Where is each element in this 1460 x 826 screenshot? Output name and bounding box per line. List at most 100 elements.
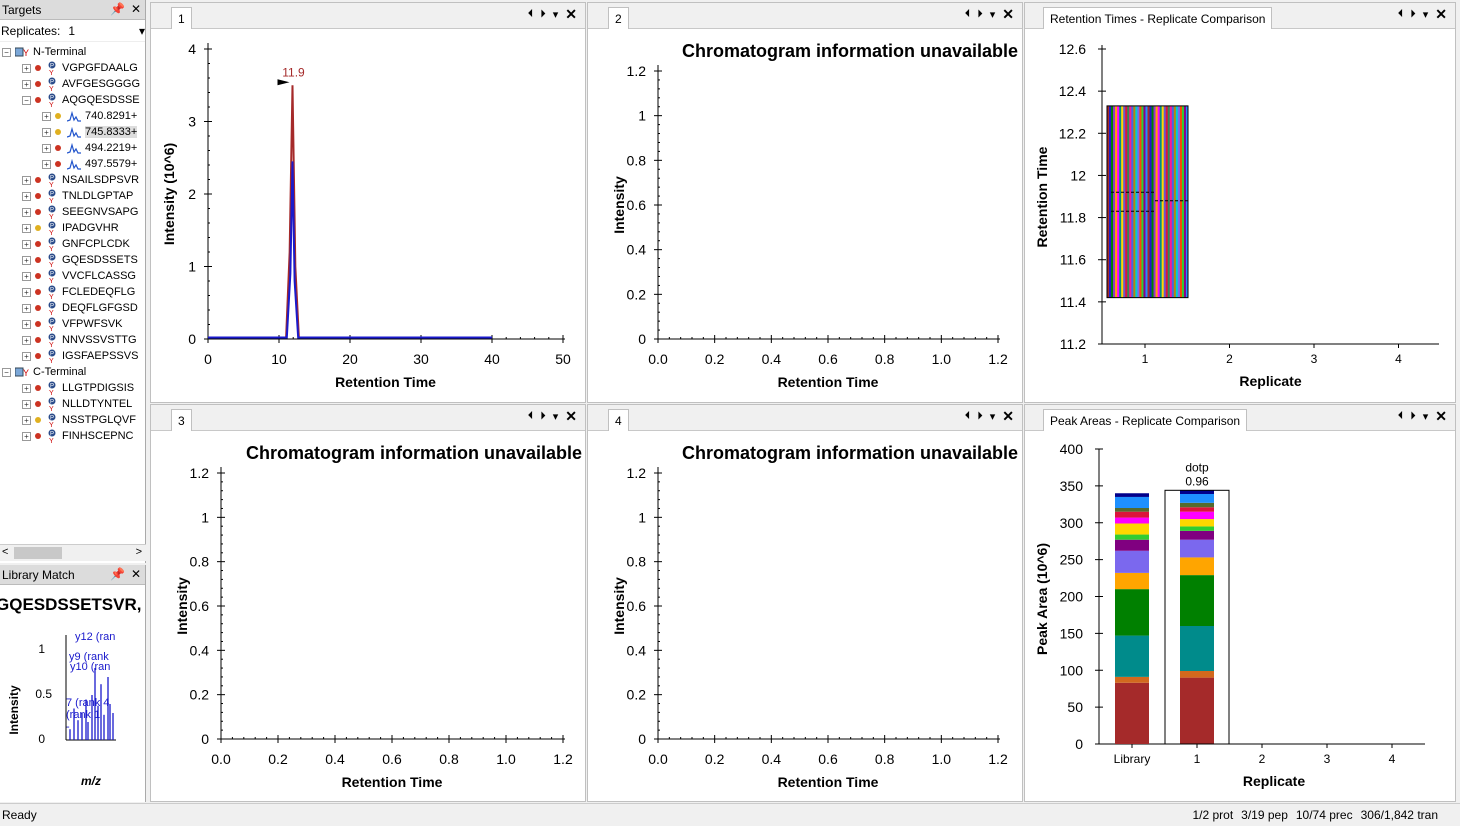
collapse-icon[interactable]: − [2,47,11,57]
tree-item-peptide[interactable]: + P Y SEEGNVSAPG [22,204,138,221]
tab-2[interactable]: 2 [608,7,629,29]
prev-tab-icon[interactable]: ⏴ [964,8,971,20]
chromatogram-chart-4[interactable]: 0 0.2 0.4 0.6 0.8 1 1.2 0.0 0.2 0.4 0.6 0.8 1.0 1.2 Re… [588,431,1022,801]
tree-item-peptide[interactable]: + P Y AVFGESGGGG [22,76,140,93]
tree-item-protein[interactable]: − Y N-Terminal [2,44,86,60]
tree-item-peptide[interactable]: + P Y IGSFAEPSSVS [22,348,138,365]
scroll-thumb[interactable] [14,547,62,559]
expand-icon[interactable]: + [22,191,31,201]
tree-item-peptide[interactable]: + P Y IPADGVHR [22,220,119,237]
tab-menu-icon[interactable]: ▾ [552,411,559,423]
expand-icon[interactable]: + [42,159,51,169]
tree-item-peptide[interactable]: + P Y LLGTPDIGSIS [22,380,134,397]
close-icon[interactable]: ✕ [1002,6,1014,22]
scroll-right-icon[interactable]: > [135,546,142,558]
tree-item-peptide[interactable]: + P Y DEQFLGFGSD [22,300,138,317]
prev-tab-icon[interactable]: ⏴ [527,410,534,422]
expand-icon[interactable]: + [22,63,31,73]
chromatogram-chart-3[interactable]: 0 0.2 0.4 0.6 0.8 1 1.2 0.0 0.2 0.4 0.6 0.8 1.0 1.2 Re… [151,431,585,801]
y-tick-label: 350 [1060,478,1084,494]
next-tab-icon[interactable]: ⏵ [1410,8,1416,20]
tree-item-peptide[interactable]: + P Y NLLDTYNTEL [22,396,132,413]
tab-3[interactable]: 3 [171,409,192,431]
chromatogram-chart-2[interactable]: 0 0.2 0.4 0.6 0.8 1 1.2 0.0 0.2 0.4 0.6 0.8 1.0 1.2 Re… [588,29,1022,402]
expand-icon[interactable]: + [22,335,31,345]
prev-tab-icon[interactable]: ⏴ [964,410,971,422]
tree-item-peptide[interactable]: + P Y VVCFLCASSG [22,268,136,285]
tree-item-protein[interactable]: − Y C-Terminal [2,364,86,380]
expand-icon[interactable]: + [22,319,31,329]
tree-item-peptide[interactable]: + P Y VGPGFDAALG [22,60,138,77]
tree-item-peptide[interactable]: + P Y GNFCPLCDK [22,236,130,253]
expand-icon[interactable]: + [22,207,31,217]
collapse-icon[interactable]: − [2,367,11,377]
expand-icon[interactable]: + [22,255,31,265]
next-tab-icon[interactable]: ⏵ [540,8,546,20]
tree-item-peptide[interactable]: + P Y NSAILSDPSVR [22,172,139,189]
expand-icon[interactable]: + [22,351,31,361]
next-tab-icon[interactable]: ⏵ [977,410,983,422]
pin-icon[interactable]: 📌 [109,2,125,16]
tree-item-precursor[interactable]: +745.8333+ [42,124,138,140]
expand-icon[interactable]: + [22,415,31,425]
tree-item-peptide[interactable]: + P Y TNLDLGPTAP [22,188,133,205]
pin-icon[interactable]: 📌 [109,567,125,581]
peak-areas-chart[interactable]: 0 50 100 150 200 250 300 350 400 Library 1 2 3 4 Repli… [1025,431,1455,801]
targets-hscrollbar[interactable]: < > [0,544,146,561]
tab-menu-icon[interactable]: ▾ [1422,9,1429,21]
expand-icon[interactable]: + [42,111,51,121]
expand-icon[interactable]: + [22,79,31,89]
expand-icon[interactable]: + [22,175,31,185]
tree-item-precursor[interactable]: +740.8291+ [42,108,137,124]
close-icon[interactable]: ✕ [130,567,141,581]
tab-menu-icon[interactable]: ▾ [989,9,996,21]
next-tab-icon[interactable]: ⏵ [977,8,983,20]
close-icon[interactable]: ✕ [1435,408,1447,424]
tab-1[interactable]: 1 [171,7,192,29]
prev-tab-icon[interactable]: ⏴ [527,8,534,20]
tree-item-peptide[interactable]: − P Y AQGQESDSSE [22,92,140,109]
close-icon[interactable]: ✕ [130,2,141,16]
close-icon[interactable]: ✕ [565,6,577,22]
close-icon[interactable]: ✕ [565,408,577,424]
replicates-select[interactable]: 1 ▾ [68,24,145,38]
next-tab-icon[interactable]: ⏵ [1410,410,1416,422]
expand-icon[interactable]: + [22,271,31,281]
tree-item-precursor[interactable]: +494.2219+ [42,140,137,156]
tree-item-precursor[interactable]: +497.5579+ [42,156,137,172]
collapse-icon[interactable]: − [22,95,31,105]
next-tab-icon[interactable]: ⏵ [540,410,546,422]
tree-item-peptide[interactable]: + P Y VFPWFSVK [22,316,123,333]
tab-4[interactable]: 4 [608,409,629,431]
prev-tab-icon[interactable]: ⏴ [1397,410,1404,422]
stacked-bar-segment [1115,523,1149,535]
close-icon[interactable]: ✕ [1002,408,1014,424]
scroll-left-icon[interactable]: < [2,546,9,558]
stacked-bar-segment [1180,507,1214,512]
stacked-bar-segment [1180,493,1214,503]
tree-item-peptide[interactable]: + P Y GQESDSSETS [22,252,138,269]
tree-item-peptide[interactable]: + P Y NNVSSVSTTG [22,332,137,349]
tree-item-peptide[interactable]: + P Y FINHSCEPNC [22,428,134,445]
expand-icon[interactable]: + [42,127,51,137]
tab-menu-icon[interactable]: ▾ [989,411,996,423]
expand-icon[interactable]: + [22,431,31,441]
expand-icon[interactable]: + [22,383,31,393]
tab-peak-areas[interactable]: Peak Areas - Replicate Comparison [1043,409,1248,431]
tab-menu-icon[interactable]: ▾ [1422,411,1429,423]
targets-tree[interactable]: − Y N-Terminal + P Y VGPGFDAALG + P Y AVFGESGGGG − P… [0,44,146,544]
close-icon[interactable]: ✕ [1435,6,1447,22]
expand-icon[interactable]: + [22,287,31,297]
expand-icon[interactable]: + [22,303,31,313]
expand-icon[interactable]: + [22,239,31,249]
expand-icon[interactable]: + [42,143,51,153]
tree-item-peptide[interactable]: + P Y FCLEDEQFLG [22,284,135,301]
expand-icon[interactable]: + [22,223,31,233]
prev-tab-icon[interactable]: ⏴ [1397,8,1404,20]
expand-icon[interactable]: + [22,399,31,409]
tab-retention-times[interactable]: Retention Times - Replicate Comparison [1043,7,1273,29]
tab-menu-icon[interactable]: ▾ [552,9,559,21]
tree-item-peptide[interactable]: + P Y NSSTPGLQVF [22,412,136,429]
